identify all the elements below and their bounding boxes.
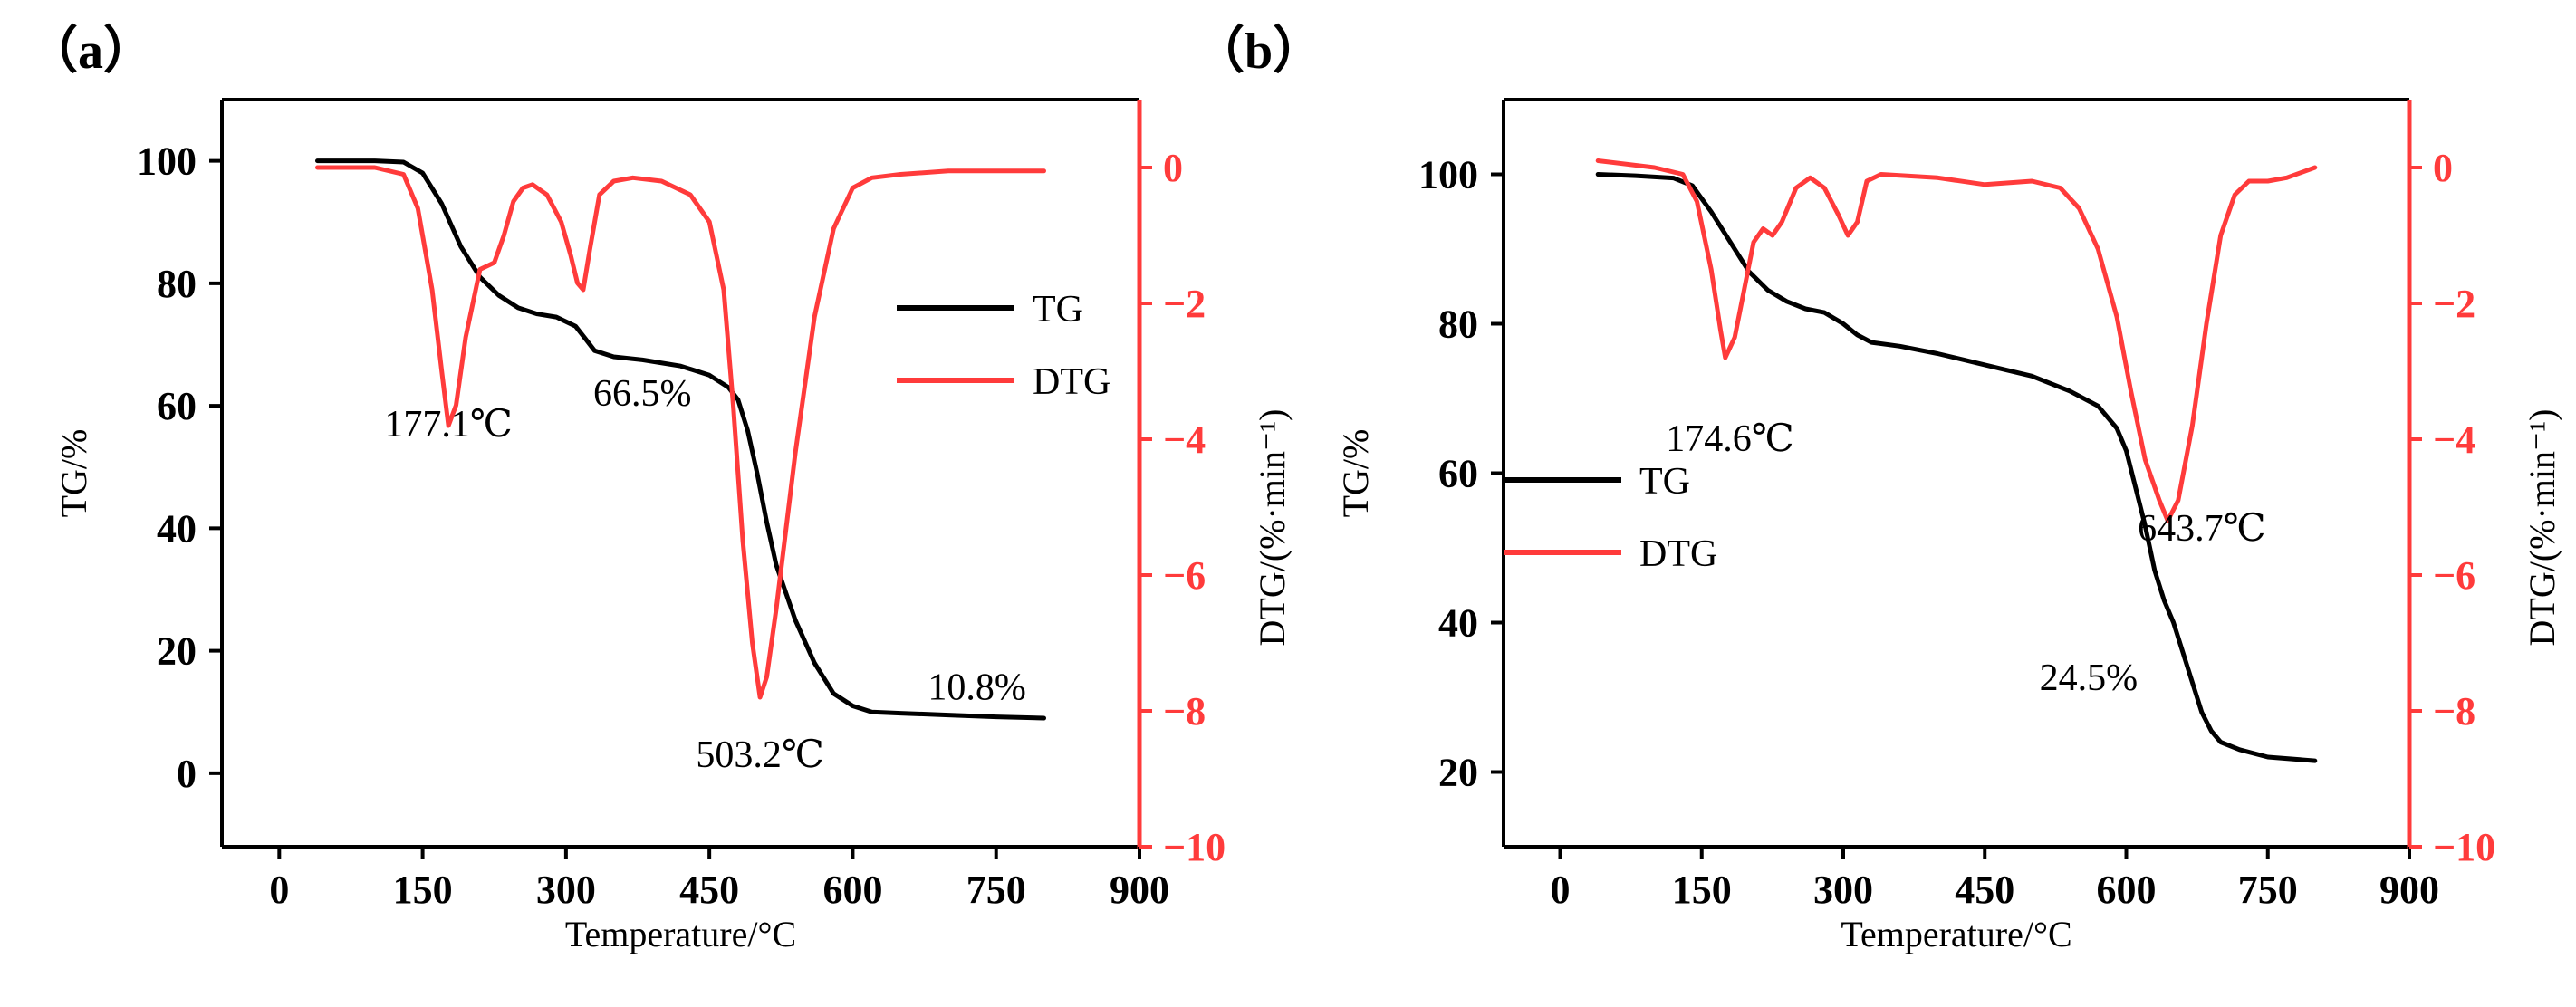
- y-tick-label: 60: [157, 384, 197, 428]
- y-right-tick-label: 0: [2433, 146, 2453, 190]
- annotation: 24.5%: [2040, 657, 2139, 699]
- y-right-tick-label: 0: [1163, 146, 1183, 190]
- x-tick-label: 600: [2097, 868, 2157, 912]
- x-tick-label: 450: [679, 868, 739, 912]
- y-right-tick-label: −8: [2433, 689, 2475, 734]
- y-right-tick-label: −10: [2433, 825, 2495, 869]
- x-tick-label: 150: [393, 868, 453, 912]
- panel-label: （a）: [27, 23, 154, 80]
- y-right-tick-label: −4: [2433, 417, 2475, 462]
- x-tick-label: 900: [2379, 868, 2439, 912]
- panel-label: （b）: [1194, 23, 1323, 80]
- legend: TG DTG: [897, 289, 1110, 403]
- y-right-tick-label: −4: [1163, 417, 1206, 462]
- x-tick-label: 300: [536, 868, 596, 912]
- annotation: 66.5%: [593, 373, 692, 415]
- y-axis-title: TG/%: [53, 429, 94, 518]
- legend-label-dtg: DTG: [1639, 533, 1717, 575]
- y-right-tick-label: −6: [1163, 553, 1206, 598]
- y-tick-label: 40: [157, 506, 197, 551]
- annotation: 177.1℃: [384, 404, 512, 446]
- legend: TG DTG: [1504, 461, 1717, 575]
- annotation: 643.7℃: [2138, 508, 2265, 550]
- x-tick-label: 0: [269, 868, 289, 912]
- y-right-tick-label: −8: [1163, 689, 1206, 734]
- series-line-dtg: [315, 165, 1046, 700]
- x-tick-label: 750: [966, 868, 1026, 912]
- x-tick-label: 750: [2238, 868, 2298, 912]
- x-tick-label: 450: [1955, 868, 2014, 912]
- y-right-axis-title: DTG/(%·min⁻¹): [2522, 409, 2562, 647]
- panel-a: （a） 0 150 300 450 600 750 900 0 20 40 60 80 100 0 −2 −4 −…: [27, 23, 1293, 954]
- y-tick-label: 20: [157, 629, 197, 674]
- y-right-tick-label: −2: [2433, 282, 2475, 326]
- y-axis-title: TG/%: [1335, 429, 1376, 518]
- y-tick-label: 80: [1438, 302, 1478, 347]
- panel-b: （b） 0 150 300 450 600 750 900 20 40 60 80 100 0 −2 −4 −6…: [1194, 23, 2562, 954]
- x-axis-title: Temperature/°C: [1841, 914, 2071, 954]
- annotation: 503.2℃: [696, 734, 823, 776]
- x-tick-label: 600: [822, 868, 882, 912]
- y-right-tick-label: −6: [2433, 553, 2475, 598]
- x-tick-label: 150: [1672, 868, 1732, 912]
- y-right-tick-label: −2: [1163, 282, 1206, 326]
- y-tick-label: 20: [1438, 751, 1478, 795]
- x-tick-label: 300: [1813, 868, 1873, 912]
- annotation: 174.6℃: [1666, 418, 1793, 460]
- legend-label-tg: TG: [1639, 461, 1690, 503]
- series-line-tg: [315, 158, 1046, 721]
- series-line-tg: [1595, 172, 2318, 763]
- y-right-tick-label: −10: [1163, 825, 1226, 869]
- y-tick-label: 100: [137, 139, 197, 184]
- y-tick-label: 60: [1438, 452, 1478, 496]
- annotation: 10.8%: [928, 667, 1026, 709]
- y-tick-label: 100: [1418, 153, 1478, 197]
- y-tick-label: 80: [157, 262, 197, 306]
- legend-label-tg: TG: [1033, 289, 1083, 331]
- x-tick-label: 900: [1110, 868, 1169, 912]
- y-right-axis-title: DTG/(%·min⁻¹): [1252, 409, 1293, 647]
- y-tick-label: 40: [1438, 601, 1478, 646]
- x-tick-label: 0: [1551, 868, 1571, 912]
- legend-label-dtg: DTG: [1033, 361, 1110, 403]
- series-line-dtg: [1595, 158, 2318, 523]
- y-tick-label: 0: [177, 752, 197, 796]
- x-axis-title: Temperature/°C: [565, 914, 796, 954]
